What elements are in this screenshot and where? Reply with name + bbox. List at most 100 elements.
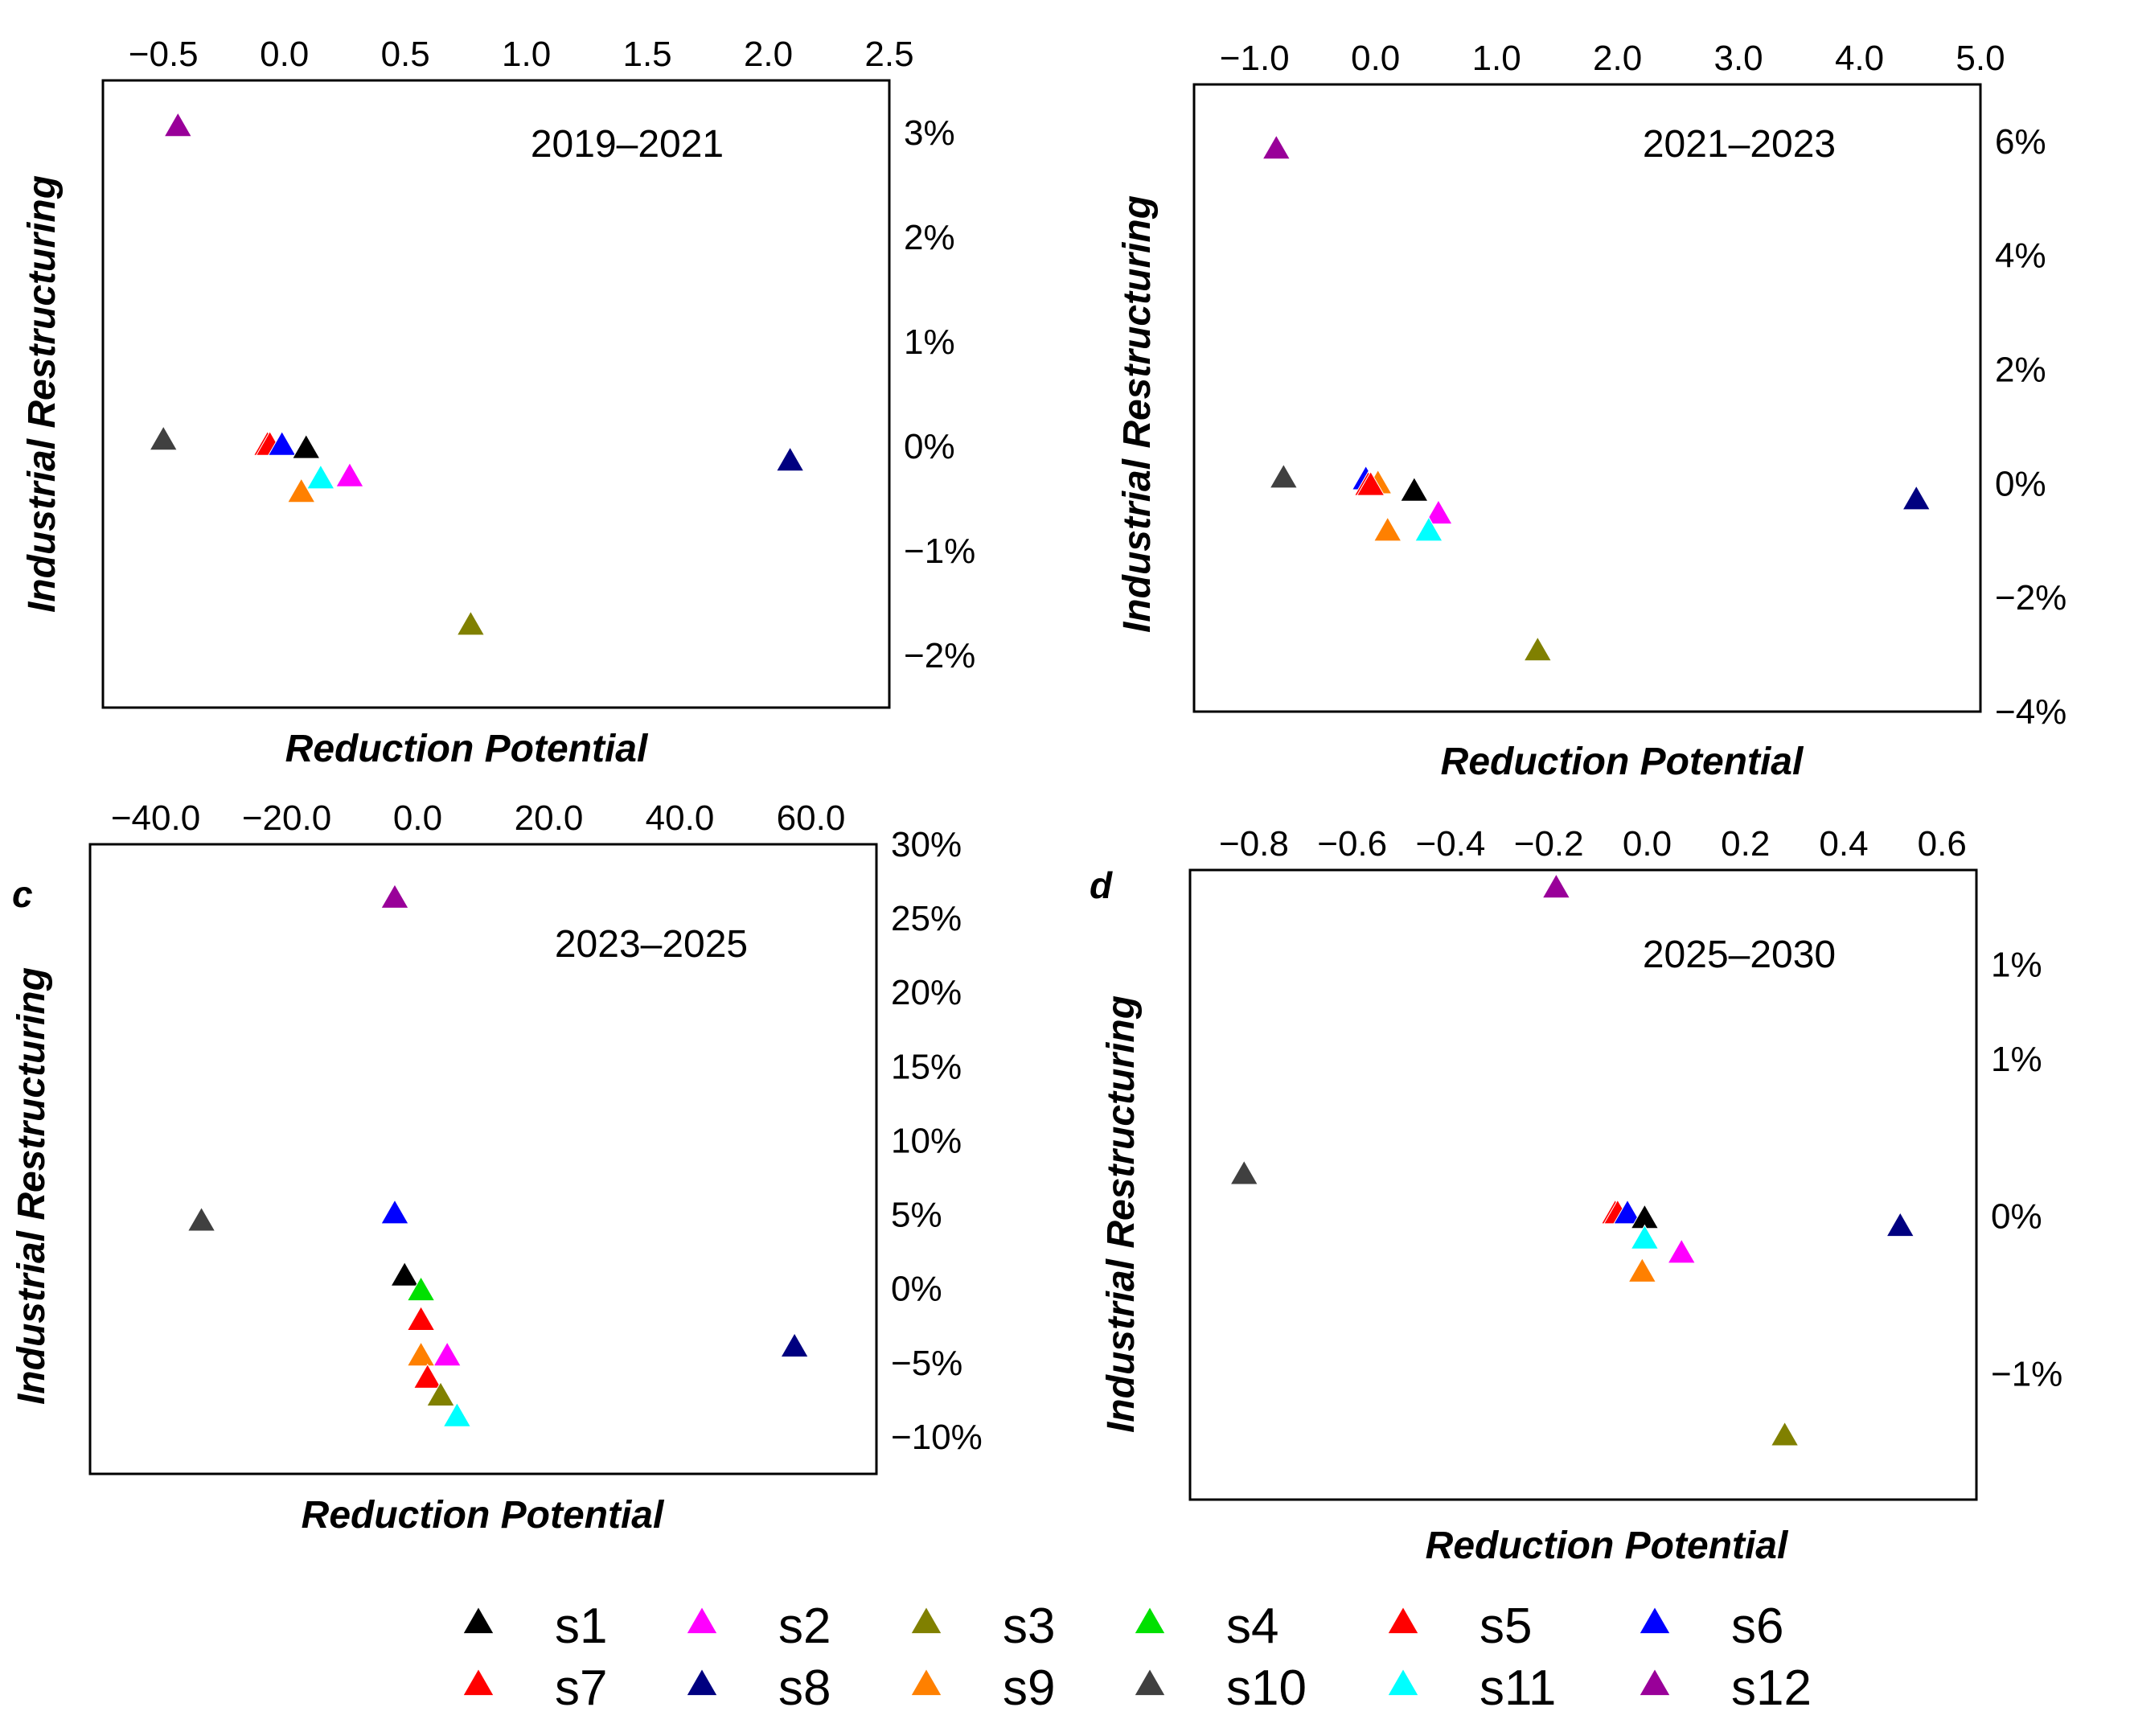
x-tick-label: 2.0 bbox=[744, 35, 793, 74]
y-tick-label: 6% bbox=[1995, 122, 2046, 162]
x-tick-label: 2.0 bbox=[1593, 39, 1642, 78]
x-tick-label: 0.6 bbox=[1918, 824, 1967, 864]
panel-letter: d bbox=[1090, 864, 1113, 906]
point-s12 bbox=[380, 883, 409, 909]
panel-2019-2021: 2019–2021 Reduction Potential Industrial… bbox=[21, 35, 975, 770]
x-tick-label: −40.0 bbox=[111, 798, 200, 838]
y-tick-label: −5% bbox=[891, 1344, 962, 1383]
y-tick-label: −10% bbox=[891, 1418, 983, 1457]
point-s10 bbox=[187, 1206, 216, 1232]
data-points bbox=[1262, 134, 1931, 662]
x-axis-label: Reduction Potential bbox=[1441, 741, 1804, 783]
point-s3 bbox=[1770, 1421, 1800, 1447]
legend-marker-s5 bbox=[1387, 1606, 1419, 1635]
y-tick-label: −1% bbox=[904, 531, 975, 571]
point-s1 bbox=[1399, 476, 1429, 502]
point-s12 bbox=[1541, 873, 1571, 899]
y-tick-label: −2% bbox=[1995, 578, 2066, 618]
x-tick-label: 0.0 bbox=[1623, 824, 1672, 864]
legend-label-s6: s6 bbox=[1731, 1599, 1783, 1654]
y-axis-label: Industrial Restructuring bbox=[1116, 195, 1159, 633]
y-tick-label: 1% bbox=[904, 322, 955, 362]
point-s2 bbox=[1424, 499, 1453, 525]
panel-period-label: 2021–2023 bbox=[1643, 123, 1836, 166]
y-tick-label: 1% bbox=[1991, 1040, 2042, 1079]
legend-marker-s10 bbox=[1134, 1668, 1166, 1697]
panel-letter: c bbox=[12, 873, 33, 915]
x-tick-label: −0.4 bbox=[1416, 824, 1486, 864]
x-tick-label: 5.0 bbox=[1956, 39, 2005, 78]
point-s9 bbox=[1373, 516, 1402, 542]
point-s10 bbox=[149, 425, 179, 451]
point-s3 bbox=[426, 1381, 455, 1406]
x-tick-label: 1.5 bbox=[622, 35, 671, 74]
x-tick-label: 1.0 bbox=[502, 35, 551, 74]
point-s3 bbox=[456, 610, 486, 636]
y-tick-label: 0% bbox=[1995, 464, 2046, 503]
legend-label-s5: s5 bbox=[1480, 1599, 1532, 1654]
y-tick-label: 15% bbox=[891, 1047, 962, 1086]
legend-marker-s9 bbox=[910, 1668, 942, 1697]
y-tick-label: 5% bbox=[891, 1196, 942, 1235]
panel-2025-2030: d 2025–2030 Reduction Potential Industri… bbox=[1090, 824, 2062, 1567]
point-s9 bbox=[1627, 1257, 1657, 1283]
tick-labels: −1.0 0.0 1.0 2.0 3.0 4.0 5.0 6% 4% 2% 0% −2% −4% bbox=[1220, 39, 2067, 732]
point-s6 bbox=[1613, 1199, 1642, 1225]
x-tick-label: 0.4 bbox=[1819, 824, 1868, 864]
y-tick-label: 2% bbox=[1995, 351, 2046, 390]
x-tick-label: 0.2 bbox=[1721, 824, 1770, 864]
y-tick-label: −2% bbox=[904, 636, 975, 675]
y-axis-label: Industrial Restructuring bbox=[21, 175, 64, 613]
tick-labels: −0.5 0.0 0.5 1.0 1.5 2.0 2.5 3% 2% 1% 0% −1% −2% bbox=[129, 35, 976, 675]
x-axis-label: Reduction Potential bbox=[302, 1494, 665, 1537]
y-tick-label: 20% bbox=[891, 973, 962, 1012]
point-s2 bbox=[335, 462, 364, 487]
x-tick-label: 3.0 bbox=[1713, 39, 1763, 78]
legend-label-s12: s12 bbox=[1731, 1660, 1812, 1716]
legend-marker-s2 bbox=[686, 1606, 718, 1635]
x-tick-label: −1.0 bbox=[1220, 39, 1290, 78]
point-s12 bbox=[1262, 134, 1291, 160]
x-tick-label: 4.0 bbox=[1835, 39, 1884, 78]
legend-label-s7: s7 bbox=[555, 1660, 607, 1716]
point-s10 bbox=[1229, 1159, 1259, 1185]
y-axis-label: Industrial Restructuring bbox=[1100, 995, 1143, 1433]
y-tick-label: 10% bbox=[891, 1121, 962, 1160]
y-tick-label: 3% bbox=[904, 113, 955, 153]
point-s2 bbox=[433, 1341, 462, 1367]
point-s12 bbox=[163, 112, 193, 137]
legend-marker-s4 bbox=[1134, 1606, 1166, 1635]
x-tick-label: 20.0 bbox=[515, 798, 584, 838]
legend-label-s8: s8 bbox=[778, 1660, 831, 1716]
tick-labels: −0.8 −0.6 −0.4 −0.2 0.0 0.2 0.4 0.6 1% 1% 0% −1% bbox=[1219, 824, 2062, 1393]
point-s5 bbox=[406, 1305, 436, 1331]
point-s8 bbox=[1902, 485, 1931, 511]
point-s11 bbox=[1414, 516, 1443, 542]
y-tick-label: −1% bbox=[1991, 1354, 2062, 1393]
tick-labels: −40.0 −20.0 0.0 20.0 40.0 60.0 30% 25% 20% 15% 10%… bbox=[111, 798, 983, 1457]
y-tick-label: −4% bbox=[1995, 692, 2066, 732]
x-axis-label: Reduction Potential bbox=[285, 728, 649, 770]
x-tick-label: −0.8 bbox=[1219, 824, 1289, 864]
point-s2 bbox=[1667, 1238, 1697, 1264]
panel-period-label: 2025–2030 bbox=[1643, 934, 1836, 976]
x-axis-label: Reduction Potential bbox=[1426, 1525, 1789, 1567]
plot-frame bbox=[1188, 868, 1978, 1501]
x-tick-label: 1.0 bbox=[1472, 39, 1521, 78]
panel-period-label: 2019–2021 bbox=[531, 123, 724, 166]
legend-label-s11: s11 bbox=[1480, 1660, 1556, 1716]
point-s9 bbox=[406, 1341, 436, 1367]
point-s9 bbox=[286, 478, 316, 503]
x-tick-label: 0.0 bbox=[1351, 39, 1400, 78]
plot-frame bbox=[1192, 83, 1982, 713]
point-s1 bbox=[291, 433, 321, 459]
data-points bbox=[1229, 873, 1915, 1447]
point-s7 bbox=[1356, 470, 1385, 496]
point-s6 bbox=[380, 1199, 409, 1225]
point-s8 bbox=[780, 1332, 809, 1358]
x-tick-label: −20.0 bbox=[242, 798, 331, 838]
y-tick-label: 25% bbox=[891, 899, 962, 938]
y-tick-label: 0% bbox=[1991, 1197, 2042, 1237]
x-tick-label: 0.0 bbox=[393, 798, 442, 838]
